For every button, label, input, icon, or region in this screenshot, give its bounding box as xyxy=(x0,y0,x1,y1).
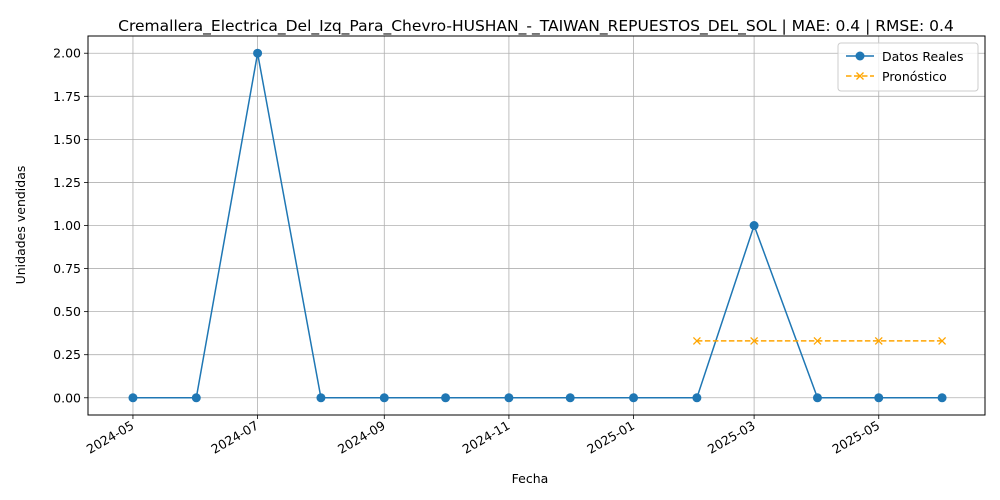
chart-title: Cremallera_Electrica_Del_Izq_Para_Chevro… xyxy=(118,17,954,36)
series-layer xyxy=(128,48,947,403)
data-point xyxy=(749,221,759,230)
forecast-point xyxy=(750,336,759,345)
forecast-point xyxy=(938,336,947,345)
legend-box xyxy=(837,42,979,92)
legend-marker-pronostico xyxy=(856,72,864,80)
y-tick-label: 1.50 xyxy=(53,132,81,147)
data-point xyxy=(692,393,702,403)
y-tick-label: 2.00 xyxy=(53,46,81,61)
forecast-point xyxy=(874,336,883,345)
data-point xyxy=(128,393,138,403)
x-axis-label: Fecha xyxy=(512,471,549,486)
forecast-point-stroke xyxy=(692,336,701,345)
forecast-point-stroke xyxy=(938,336,947,345)
data-point xyxy=(629,393,639,403)
y-tick-label: 1.00 xyxy=(53,218,81,233)
forecast-point xyxy=(692,336,701,345)
y-axis-label: Unidades vendidas xyxy=(13,166,28,285)
data-point xyxy=(316,393,326,403)
forecast-point-stroke xyxy=(750,336,759,345)
y-tick-label: 0.50 xyxy=(53,304,81,319)
data-point xyxy=(191,393,201,403)
data-point xyxy=(565,393,575,403)
data-point xyxy=(441,393,451,403)
data-point xyxy=(937,393,947,403)
data-point xyxy=(504,393,514,403)
legend-marker-datos-reales xyxy=(855,51,865,61)
forecast-point xyxy=(813,336,822,345)
y-tick-label: 0.75 xyxy=(53,261,81,276)
data-point xyxy=(379,393,389,403)
legend-label-pronostico: Pronóstico xyxy=(882,69,947,84)
data-point xyxy=(812,393,822,403)
forecast-point-stroke xyxy=(813,336,822,345)
y-tick-label: 0.25 xyxy=(53,347,81,362)
y-tick-label: 0.00 xyxy=(53,390,81,405)
y-tick-label: 1.75 xyxy=(53,89,81,104)
series-line-0 xyxy=(132,53,943,399)
legend-label-datos-reales: Datos Reales xyxy=(882,49,963,64)
data-point xyxy=(253,48,263,58)
forecast-point-stroke xyxy=(874,336,883,345)
legend: Datos Reales Pronóstico xyxy=(837,42,979,92)
data-point xyxy=(874,393,884,403)
y-tick-label: 1.25 xyxy=(53,175,81,190)
